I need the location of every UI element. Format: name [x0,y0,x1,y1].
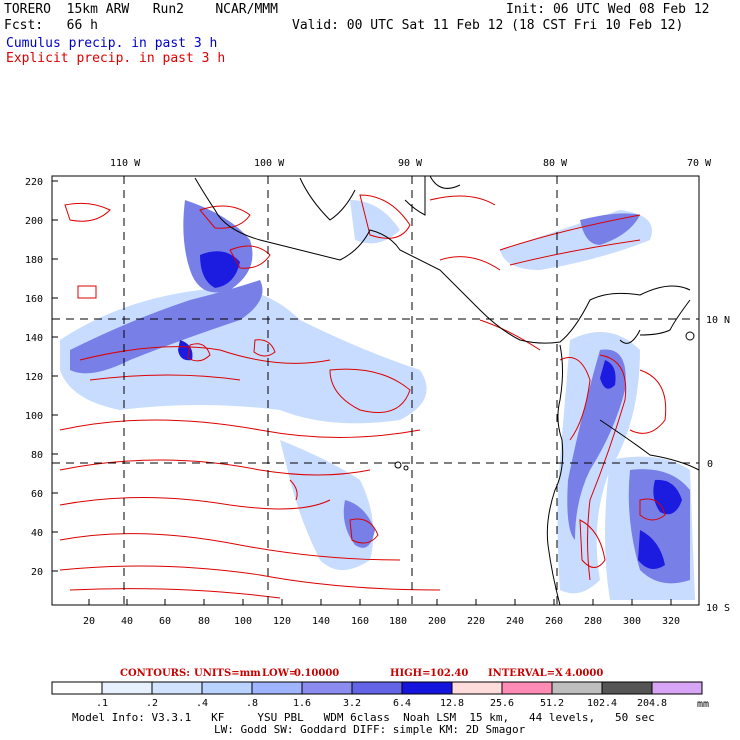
x-tick-label: 280 [584,616,602,627]
y-tick-label: 200 [25,216,43,227]
colorbar-label: .4 [196,698,208,709]
model-title: TORERO 15km ARW Run2 NCAR/MMM [4,2,278,17]
colorbar-swatch [151,681,203,695]
colorbar-label: 12.8 [440,698,464,709]
colorbar-swatch [651,681,703,695]
colorbar-swatch [51,681,103,695]
explicit-precip-contours [59,194,667,599]
x-tick-label: 60 [159,616,171,627]
colorbar-swatch [201,681,253,695]
coastlines [194,176,699,605]
colorbar-labels: .1 .2 .4 .8 1.6 3.2 6.4 12.8 25.6 51.2 102.4 204.8 [96,698,667,709]
colorbar-label: 51.2 [540,698,564,709]
colorbar-swatch [301,681,353,695]
x-tick-label: 100 [234,616,252,627]
y-tick-label: 80 [31,450,43,461]
contours-units: UNITS=mm [194,668,261,679]
y-tick-label: 20 [31,567,43,578]
lon-label-80w: 80 W [543,158,568,169]
colorbar-label: 25.6 [490,698,514,709]
x-tick-label: 80 [198,616,210,627]
precip-mid-areas [70,200,690,584]
x-tick-label: 140 [312,616,330,627]
lat-label-10s: 10 S [706,603,730,614]
cumulus-precip-label: Cumulus precip. in past 3 h [6,36,218,51]
map-frame [51,175,700,606]
contours-low-label: LOW= [262,668,298,679]
colorbar-label: .8 [246,698,258,709]
lon-label-110w: 110 W [110,158,141,169]
x-tick-label: 20 [83,616,95,627]
x-tick-label: 220 [467,616,485,627]
colorbar-swatch [451,681,503,695]
colorbar-swatch [351,681,403,695]
lon-label-100w: 100 W [254,158,285,169]
x-tick-label: 240 [506,616,524,627]
colorbar-swatch [601,681,653,695]
init-time: Init: 06 UTC Wed 08 Feb 12 [506,2,710,17]
colorbar-unit: mm [697,699,709,710]
colorbar-label: 204.8 [637,698,667,709]
model-info-line2: LW: Godd SW: Goddard DIFF: simple KM: 2D… [214,723,526,736]
model-info-line1: Model Info: V3.3.1 KF YSU PBL WDM 6class… [72,711,655,724]
colorbar-label: .2 [146,698,158,709]
contours-interval-label: INTERVAL=X [488,668,563,679]
lon-label-90w: 90 W [398,158,423,169]
x-tick-label: 320 [662,616,680,627]
x-tick-label: 120 [273,616,291,627]
explicit-precip-label: Explicit precip. in past 3 h [6,51,226,66]
latlon-grid [52,176,699,605]
contours-high-value: 102.40 [430,668,469,679]
y-tick-label: 180 [25,255,43,266]
valid-time: Valid: 00 UTC Sat 11 Feb 12 (18 CST Fri … [292,18,684,33]
y-tick-label: 40 [31,528,43,539]
contours-low-value: 0.10000 [294,668,340,679]
y-tick-label: 140 [25,333,43,344]
x-tick-label: 300 [623,616,641,627]
colorbar-label: .1 [96,698,108,709]
lat-label-10n: 10 N [706,315,730,326]
precip-heavy-areas [178,251,682,569]
lon-label-70w: 70 W [687,158,712,169]
contours-label: CONTOURS: [120,668,190,679]
axis-ticks [52,180,672,605]
y-tick-label: 220 [25,177,43,188]
colorbar-label: 1.6 [293,698,311,709]
x-tick-label: 40 [121,616,133,627]
y-tick-label: 120 [25,372,43,383]
colorbar-swatch [401,681,453,695]
x-tick-label: 200 [428,616,446,627]
contours-high-label: HIGH= [390,668,431,679]
x-tick-label: 260 [545,616,563,627]
y-tick-label: 100 [25,411,43,422]
colorbar-label: 6.4 [393,698,411,709]
lat-label-0: 0 [707,459,713,470]
colorbar-swatch [501,681,553,695]
colorbar-label: 102.4 [587,698,617,709]
contours-interval-value: 4.0000 [565,668,604,679]
y-tick-label: 60 [31,489,43,500]
colorbar-swatch [251,681,303,695]
colorbar-swatch [101,681,153,695]
x-tick-label: 160 [351,616,369,627]
map-contents [52,176,699,605]
colorbar [51,681,703,695]
colorbar-swatch [551,681,603,695]
colorbar-label: 3.2 [343,698,361,709]
y-tick-label: 160 [25,294,43,305]
forecast-hour: Fcst: 66 h [4,18,98,33]
x-tick-label: 180 [389,616,407,627]
